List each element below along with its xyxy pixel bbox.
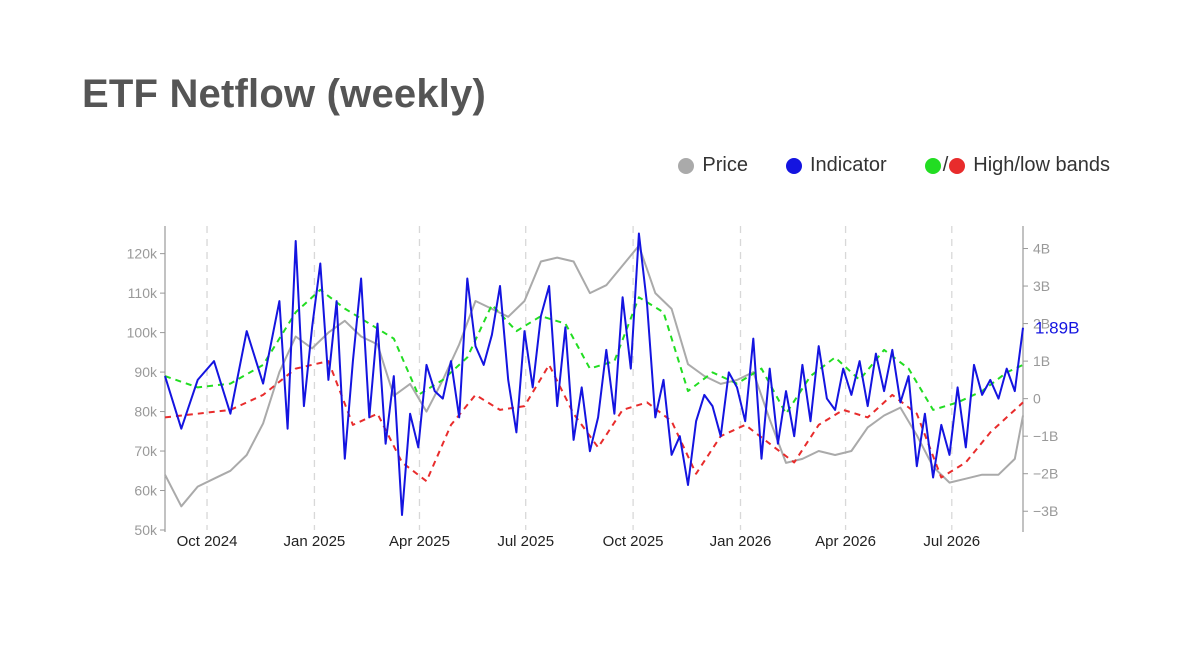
x-tick-label: Apr 2025	[389, 533, 450, 550]
y-left-tick-label: 80k	[134, 404, 158, 420]
legend-item-bands[interactable]: / High/low bands	[924, 154, 1110, 177]
chart-title: ETF Netflow (weekly)	[82, 72, 487, 116]
y-left-tick-label: 110k	[128, 285, 158, 301]
y-left-tick-label: 90k	[134, 364, 158, 380]
x-tick-label: Jul 2025	[497, 533, 554, 550]
legend-label-bands: High/low bands	[973, 154, 1110, 176]
legend-separator: /	[942, 154, 949, 176]
legend-item-indicator[interactable]: Indicator	[785, 154, 887, 177]
x-tick-label: Oct 2024	[177, 533, 238, 550]
y-right-tick-label: 1B	[1033, 353, 1050, 369]
x-tick-label: Jul 2026	[923, 533, 980, 550]
y-right-tick-label: −2B	[1033, 466, 1058, 482]
legend-label-price: Price	[702, 154, 748, 176]
y-right-tick-label: 4B	[1033, 241, 1050, 257]
y-right-tick-label: −3B	[1033, 503, 1058, 519]
x-tick-label: Oct 2025	[603, 533, 664, 550]
indicator-last-value: 1.89B	[1035, 319, 1079, 338]
y-right-tick-label: −1B	[1033, 428, 1058, 444]
legend-swatch-low-band	[949, 157, 966, 174]
y-right-tick-label: 0	[1033, 391, 1041, 407]
x-tick-label: Jan 2025	[284, 533, 346, 550]
y-left-tick-label: 100k	[127, 325, 158, 341]
y-right-tick-label: 2B	[1033, 316, 1050, 332]
gridlines	[206, 226, 953, 530]
legend-item-price[interactable]: Price	[678, 154, 748, 177]
low-band-line	[164, 360, 1024, 483]
y-left-tick-label: 70k	[134, 443, 158, 459]
legend: Price Indicator / High/low bands	[678, 154, 1110, 177]
indicator-line	[164, 232, 1024, 516]
x-tick-label: Apr 2026	[815, 533, 876, 550]
legend-swatch-high-band	[924, 157, 941, 174]
legend-swatch-price	[678, 157, 695, 174]
y-right-tick-label: 3B	[1033, 278, 1050, 294]
y-left-tick-label: 120k	[127, 246, 158, 262]
legend-swatch-indicator	[785, 157, 802, 174]
y-left-tick-label: 50k	[134, 522, 158, 538]
legend-label-indicator: Indicator	[809, 154, 887, 176]
x-tick-label: Jan 2026	[710, 533, 772, 550]
y-left-tick-label: 60k	[134, 483, 158, 499]
axis-labels: Oct 2024 Jan 2025 Apr 2025 Jul 2025 Oct 2025…	[127, 241, 1080, 550]
plot-series	[164, 232, 1024, 516]
